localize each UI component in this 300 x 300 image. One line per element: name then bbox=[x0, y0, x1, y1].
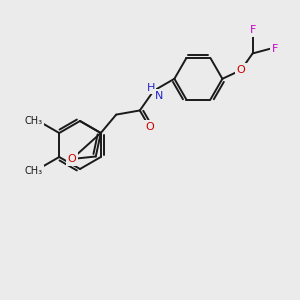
Text: O: O bbox=[145, 122, 154, 132]
Text: O: O bbox=[236, 65, 245, 75]
Text: H: H bbox=[146, 83, 155, 93]
Text: CH₃: CH₃ bbox=[24, 116, 43, 126]
Text: F: F bbox=[249, 26, 256, 35]
Text: F: F bbox=[272, 44, 278, 54]
Text: O: O bbox=[68, 154, 76, 164]
Text: CH₃: CH₃ bbox=[24, 166, 43, 176]
Text: N: N bbox=[154, 91, 163, 101]
